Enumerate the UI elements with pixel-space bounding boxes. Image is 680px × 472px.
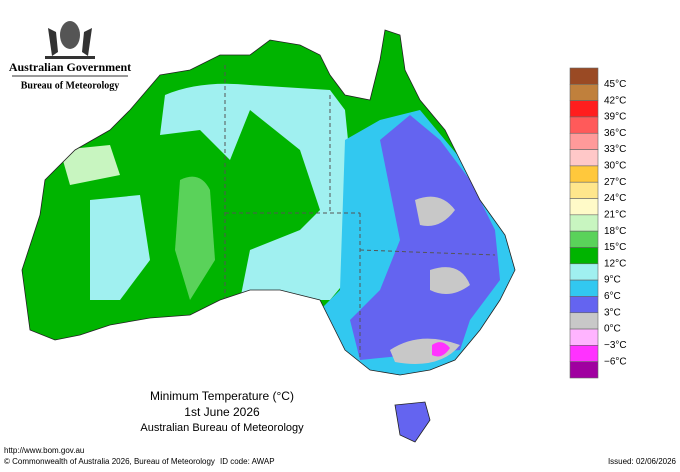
legend-swatch — [569, 361, 599, 379]
coastline — [21, 29, 516, 376]
legend-swatch — [569, 181, 599, 199]
legend-swatch — [569, 279, 599, 297]
legend-swatch — [569, 149, 599, 167]
legend-label: 33°C — [604, 144, 626, 155]
legend-label: 21°C — [604, 209, 626, 220]
legend-label: 30°C — [604, 161, 626, 172]
footer-issued: Issued: 02/06/2026 — [608, 457, 677, 466]
legend-label: −3°C — [604, 340, 627, 351]
legend: 45°C 42°C 39°C 36°C 33°C 30°C 27°C 24°C 21°C 18°C… — [569, 67, 627, 379]
coat-of-arms — [45, 21, 95, 59]
legend-label: 6°C — [604, 291, 621, 302]
agency: Bureau of Meteorology — [21, 80, 120, 91]
tasmania — [394, 401, 431, 443]
legend-swatch — [569, 345, 599, 362]
legend-swatch — [569, 296, 599, 314]
legend-swatch — [569, 84, 599, 101]
legend-swatch — [569, 263, 599, 281]
legend-label: −6°C — [604, 356, 627, 367]
legend-label: 3°C — [604, 307, 621, 318]
legend-label: 45°C — [604, 79, 626, 90]
legend-label: 39°C — [604, 112, 626, 123]
footer-url: http://www.bom.gov.au — [4, 446, 84, 455]
legend-swatch — [569, 198, 599, 216]
legend-swatch — [569, 214, 599, 232]
legend-label: 9°C — [604, 275, 621, 286]
map-title: Minimum Temperature (°C) — [150, 389, 294, 403]
footer-id: ID code: AWAP — [220, 457, 275, 466]
legend-label: 15°C — [604, 242, 626, 253]
map-date: 1st June 2026 — [184, 405, 260, 419]
legend-swatch — [569, 247, 599, 265]
legend-swatch — [569, 116, 599, 134]
legend-label: 42°C — [604, 95, 626, 106]
legend-swatch — [569, 165, 599, 183]
legend-label: 36°C — [604, 128, 626, 139]
legend-swatch — [569, 328, 599, 346]
legend-label: 24°C — [604, 193, 626, 204]
legend-swatch — [569, 67, 599, 85]
legend-swatch — [569, 132, 599, 150]
legend-label: 12°C — [604, 258, 626, 269]
legend-swatch — [569, 230, 599, 248]
legend-swatch — [569, 312, 599, 330]
legend-label: 18°C — [604, 226, 626, 237]
footer-copyright: © Commonwealth of Australia 2026, Bureau… — [4, 457, 215, 466]
government: Australian Government — [9, 60, 131, 74]
state-borders — [224, 65, 496, 360]
legend-label: 27°C — [604, 177, 626, 188]
map-source: Australian Bureau of Meteorology — [140, 422, 304, 434]
legend-swatch — [569, 100, 599, 118]
legend-label: 0°C — [604, 324, 621, 335]
